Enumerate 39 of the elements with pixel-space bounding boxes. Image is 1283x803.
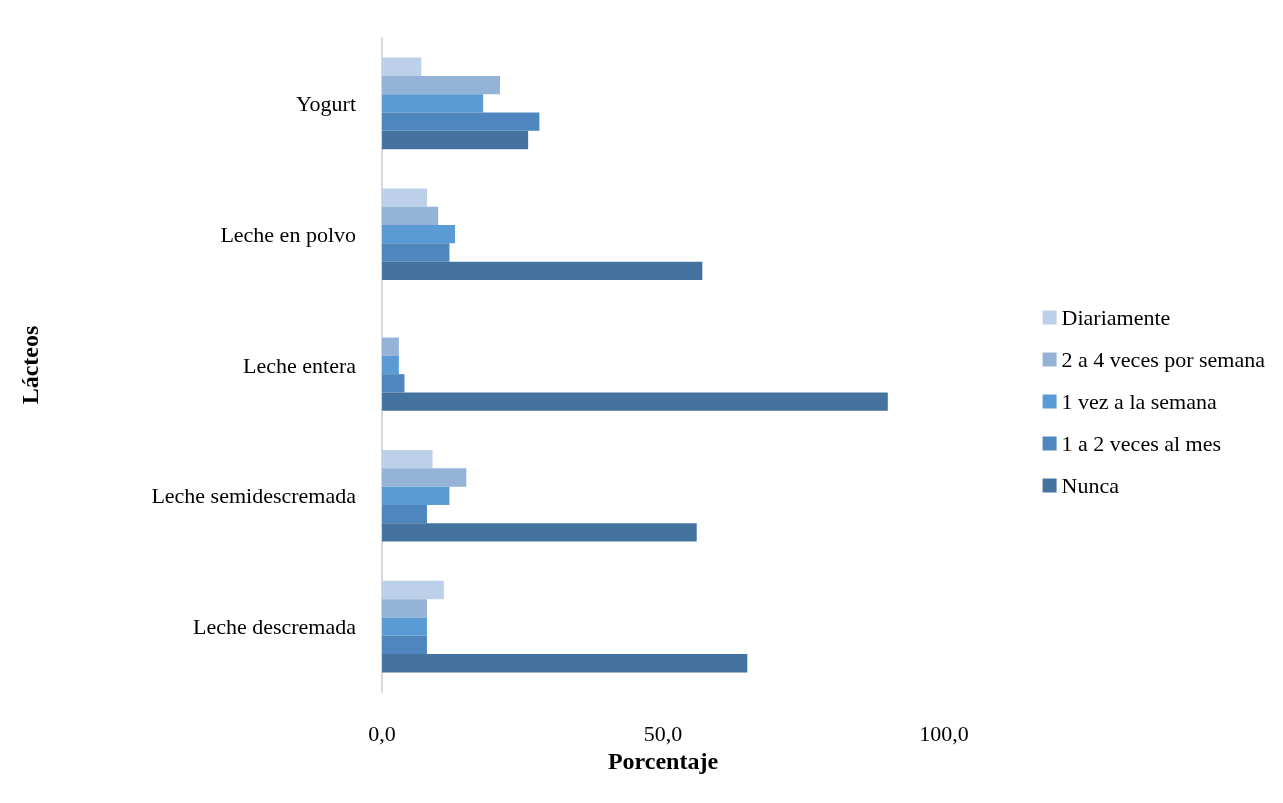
bar [382, 486, 450, 505]
y-tick-label: Leche entera [243, 352, 357, 378]
bar [382, 504, 427, 524]
bar [382, 599, 427, 618]
bar [382, 130, 529, 150]
y-axis-title: Lácteos [17, 325, 43, 405]
y-tick-label: Leche semidescremada [151, 483, 357, 509]
bar [382, 94, 484, 113]
y-tick-label: Leche en polvo [220, 221, 356, 247]
bar [382, 206, 439, 226]
x-axis-title: Porcentaje [607, 747, 719, 774]
bar [382, 654, 748, 673]
bar [382, 523, 697, 542]
bar [382, 188, 427, 207]
bar [382, 225, 456, 244]
bar [382, 450, 433, 469]
x-tick-label: 50,0 [643, 720, 683, 746]
bar [382, 112, 540, 131]
bar [382, 374, 405, 393]
bar [382, 355, 399, 375]
bar [382, 468, 467, 487]
bar [382, 392, 888, 411]
legend-label: 1 vez a la semana [1061, 389, 1217, 414]
x-tick-label: 100,0 [919, 720, 969, 746]
y-tick-label: Leche descremada [192, 614, 357, 640]
bar [382, 261, 703, 280]
bar [382, 337, 399, 356]
x-tick-label: 0,0 [368, 720, 396, 746]
bar [382, 617, 427, 636]
bar [382, 243, 450, 262]
legend-label: Nunca [1061, 473, 1120, 498]
y-tick-label: Yogurt [295, 90, 356, 116]
legend-label: 2 a 4 veces por semana [1061, 347, 1266, 372]
bar [382, 57, 422, 76]
legend-label: 1 a 2 veces al mes [1061, 431, 1222, 456]
bar [382, 580, 444, 600]
legend-label: Diariamente [1061, 305, 1171, 330]
bar [382, 75, 501, 95]
bar [382, 635, 427, 655]
